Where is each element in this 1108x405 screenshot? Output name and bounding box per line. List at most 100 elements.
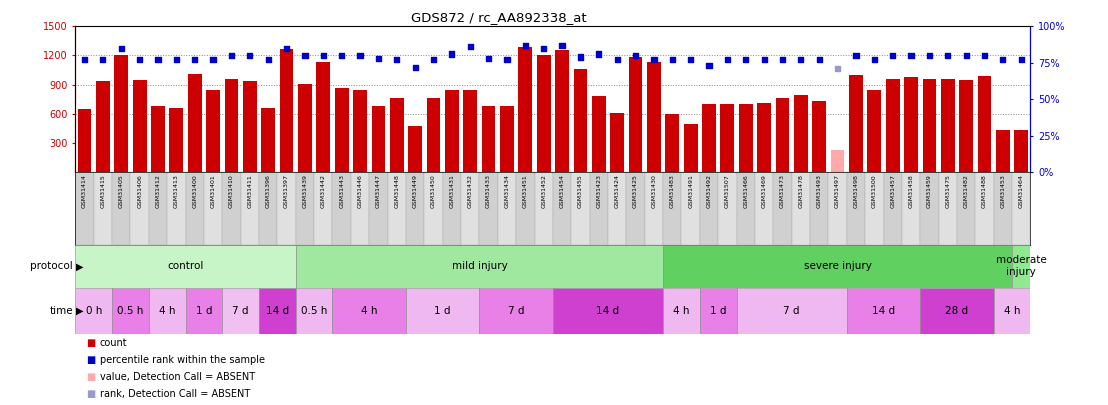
Point <box>700 62 718 69</box>
Bar <box>112 288 148 334</box>
Bar <box>519 47 532 172</box>
Text: ■: ■ <box>86 372 95 382</box>
Text: ▶: ▶ <box>76 306 84 316</box>
Point <box>424 57 442 63</box>
Text: GSM31448: GSM31448 <box>394 174 399 208</box>
Text: GSM31432: GSM31432 <box>468 174 473 208</box>
Text: GSM31493: GSM31493 <box>817 174 822 208</box>
Text: 7 d: 7 d <box>233 306 249 316</box>
Bar <box>480 288 553 334</box>
Bar <box>296 172 315 245</box>
Bar <box>261 108 275 172</box>
Bar <box>240 172 259 245</box>
Point <box>1013 57 1030 63</box>
Bar <box>700 288 737 334</box>
Bar <box>298 84 311 172</box>
Text: GSM31423: GSM31423 <box>596 174 602 208</box>
Bar <box>757 103 771 172</box>
Point <box>737 57 755 63</box>
Text: GSM31405: GSM31405 <box>119 174 124 208</box>
Bar <box>868 90 881 172</box>
Bar <box>938 172 957 245</box>
Point <box>902 52 920 59</box>
Bar <box>96 81 110 172</box>
Point <box>388 57 406 63</box>
Text: GSM31442: GSM31442 <box>321 174 326 208</box>
Bar <box>369 172 388 245</box>
Point <box>150 57 167 63</box>
Bar <box>223 288 259 334</box>
Point <box>589 51 607 57</box>
Point <box>296 52 314 59</box>
Bar <box>408 126 422 172</box>
Text: GSM31454: GSM31454 <box>560 174 565 208</box>
Text: GSM31473: GSM31473 <box>780 174 784 208</box>
Bar <box>223 172 240 245</box>
Bar <box>335 87 349 172</box>
Bar <box>351 172 369 245</box>
Point <box>443 51 461 57</box>
Point <box>223 52 240 59</box>
Point <box>259 57 277 63</box>
Text: GSM31446: GSM31446 <box>358 174 362 208</box>
Text: rank, Detection Call = ABSENT: rank, Detection Call = ABSENT <box>100 389 250 399</box>
Bar <box>592 96 606 172</box>
Bar <box>720 104 735 172</box>
Bar <box>188 74 202 172</box>
Text: GSM31458: GSM31458 <box>909 174 914 208</box>
Bar <box>206 90 220 172</box>
Bar <box>831 150 844 172</box>
Text: GSM31492: GSM31492 <box>707 174 711 208</box>
Bar <box>812 101 827 172</box>
Text: 7 d: 7 d <box>507 306 524 316</box>
Text: GSM31433: GSM31433 <box>486 174 491 208</box>
Text: GSM31413: GSM31413 <box>174 174 178 208</box>
Bar <box>279 49 294 172</box>
Point <box>608 57 626 63</box>
Bar <box>315 172 332 245</box>
Text: GSM31434: GSM31434 <box>504 174 510 208</box>
Bar <box>883 172 902 245</box>
Bar <box>773 172 792 245</box>
Bar <box>902 172 921 245</box>
Text: 0.5 h: 0.5 h <box>301 306 327 316</box>
Bar <box>500 106 514 172</box>
Bar <box>645 172 663 245</box>
Point <box>461 43 479 50</box>
Bar <box>536 55 551 172</box>
Text: GSM31411: GSM31411 <box>247 174 253 208</box>
Bar <box>445 90 459 172</box>
Bar <box>94 172 112 245</box>
Bar <box>516 172 534 245</box>
Bar <box>626 172 645 245</box>
Text: GSM31478: GSM31478 <box>799 174 803 208</box>
Bar <box>829 172 847 245</box>
Point <box>370 55 388 62</box>
Text: GSM31414: GSM31414 <box>82 174 88 208</box>
Text: 1 d: 1 d <box>710 306 727 316</box>
Point <box>938 52 956 59</box>
Text: 4 h: 4 h <box>1004 306 1020 316</box>
Text: moderate
injury: moderate injury <box>996 256 1047 277</box>
Text: GSM31439: GSM31439 <box>302 174 307 208</box>
Text: GSM31457: GSM31457 <box>890 174 895 208</box>
Point <box>112 45 130 51</box>
Bar <box>167 172 185 245</box>
Bar <box>388 172 406 245</box>
Text: GSM31497: GSM31497 <box>835 174 840 208</box>
Text: count: count <box>100 338 127 348</box>
Point <box>131 57 148 63</box>
Point <box>351 52 369 59</box>
Bar <box>553 288 663 334</box>
Bar <box>353 90 367 172</box>
Bar <box>480 172 497 245</box>
Point <box>499 57 516 63</box>
Bar <box>463 90 478 172</box>
Bar <box>277 172 296 245</box>
Text: GSM31498: GSM31498 <box>853 174 859 208</box>
Text: GSM31406: GSM31406 <box>137 174 142 208</box>
Text: 14 d: 14 d <box>872 306 895 316</box>
Text: GSM31397: GSM31397 <box>284 174 289 208</box>
Bar <box>243 81 257 172</box>
Bar <box>702 104 716 172</box>
